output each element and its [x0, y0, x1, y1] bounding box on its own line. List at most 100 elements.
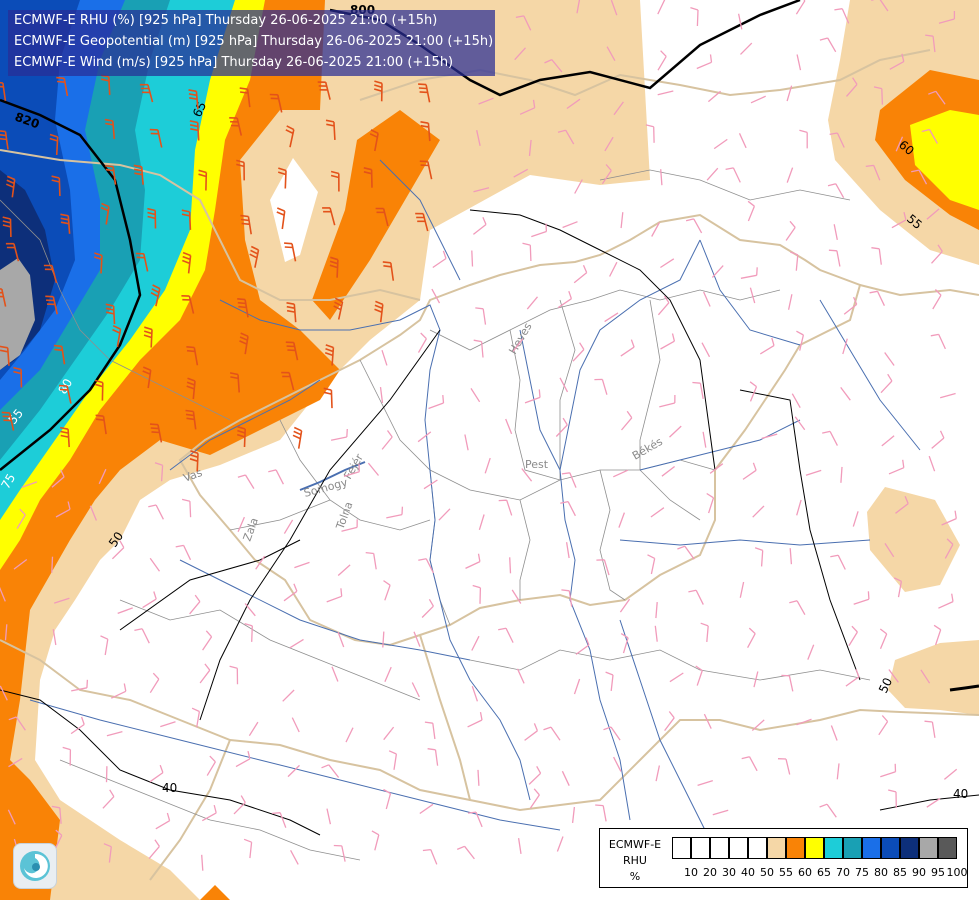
wind-barb: [4, 624, 8, 641]
wind-barb: [528, 765, 542, 785]
wind-barb: [561, 472, 577, 488]
legend-swatch: [710, 837, 729, 859]
wind-barb: [285, 341, 299, 361]
map-title-box: ECMWF-E RHU (%) [925 hPa] Thursday 26-06…: [8, 10, 495, 76]
wind-barb: [478, 514, 485, 530]
wind-barb: [343, 463, 360, 478]
wind-barbs-weak: [0, 0, 958, 871]
wind-barb: [829, 132, 845, 148]
wind-barb: [104, 118, 116, 139]
wind-barb: [291, 717, 300, 733]
wind-barb: [71, 679, 89, 692]
wind-barb: [604, 312, 619, 323]
wind-barb: [561, 770, 570, 786]
river-danube: [219, 299, 531, 801]
wind-barb: [655, 765, 661, 782]
label-pest: Pest: [525, 458, 549, 471]
wind-barb: [895, 495, 909, 514]
wind-barb: [725, 167, 741, 183]
wind-barb: [60, 213, 71, 234]
wind-barb: [871, 0, 889, 12]
wind-barb: [938, 11, 956, 24]
wind-barb: [45, 295, 58, 315]
legend-swatch: [729, 837, 748, 859]
wind-barb: [133, 164, 144, 185]
county-line: [429, 289, 781, 351]
rh-contour-40: [739, 389, 861, 681]
wind-barb: [789, 600, 806, 616]
wind-barb: [930, 333, 946, 350]
county-line: [599, 469, 626, 601]
river-koros: [639, 419, 801, 471]
wind-barb: [330, 428, 348, 441]
wind-barb: [268, 469, 284, 485]
wind-barb: [573, 678, 581, 695]
wind-barb: [333, 297, 344, 320]
wind-barb: [181, 209, 192, 230]
wind-barb: [206, 755, 216, 776]
legend-swatch: [881, 837, 900, 859]
wind-barb: [528, 139, 532, 156]
wind-barb: [557, 290, 573, 309]
legend-tick-label: 100: [946, 866, 968, 879]
wind-barb: [712, 809, 729, 816]
wind-barb: [326, 808, 332, 825]
legend-tick-label: 75: [855, 866, 869, 879]
wind-barb: [657, 50, 667, 71]
legend-tick-label: 95: [931, 866, 945, 879]
wind-barb: [386, 506, 404, 519]
legend-swatch: [919, 837, 938, 859]
wind-barb: [383, 580, 391, 601]
wind-barb: [620, 339, 635, 357]
wind-barb: [367, 462, 380, 476]
wind-barb: [438, 508, 451, 521]
wind-barb: [117, 607, 133, 615]
wind-barb: [692, 381, 704, 400]
county-line: [119, 599, 421, 701]
legend-tick-label: 30: [722, 866, 736, 879]
wind-barb: [654, 625, 658, 642]
wind-barb: [620, 633, 629, 654]
rh-55-east-blob: [867, 487, 960, 592]
wind-barb: [423, 479, 438, 490]
wind-barb: [432, 250, 447, 269]
legend-swatch: [767, 837, 786, 859]
wind-barb: [807, 644, 815, 660]
wind-barb: [513, 168, 529, 178]
legend-tick-label: 40: [741, 866, 755, 879]
wind-barb: [0, 685, 8, 701]
wind-barb: [840, 387, 851, 401]
wind-barb: [283, 519, 294, 534]
wind-barb: [517, 838, 522, 854]
wind-barb: [941, 510, 957, 526]
wind-barb: [750, 95, 766, 104]
rh-south-small: [200, 885, 230, 900]
wind-barb: [383, 726, 395, 741]
wind-barb: [100, 635, 109, 656]
wind-barb: [789, 548, 793, 565]
wind-barb: [880, 373, 893, 394]
wind-barb: [796, 330, 805, 351]
wind-barb: [574, 179, 583, 194]
rhu-legend: ECMWF-E RHU % 10 20 30 40 50 55 60 65 70 75 80 85 90…: [599, 828, 968, 888]
wind-barb: [341, 519, 358, 532]
wind-barb: [330, 170, 340, 192]
river-tisza: [559, 239, 701, 821]
wind-barb: [706, 167, 719, 181]
wind-barb: [785, 220, 796, 241]
wind-barb: [105, 303, 116, 325]
wind-barb: [846, 77, 858, 97]
wind-barb: [697, 779, 713, 787]
wind-barb: [944, 538, 954, 559]
wind-barb: [865, 164, 881, 181]
wind-barb: [51, 469, 65, 488]
wind-barb: [381, 430, 393, 450]
wind-barb: [419, 160, 433, 180]
wind-barb: [834, 8, 850, 24]
wind-barb: [888, 459, 905, 475]
wind-barb: [881, 435, 895, 447]
wind-barb: [285, 125, 295, 148]
wind-barb: [323, 387, 333, 409]
wind-barb: [373, 80, 383, 102]
